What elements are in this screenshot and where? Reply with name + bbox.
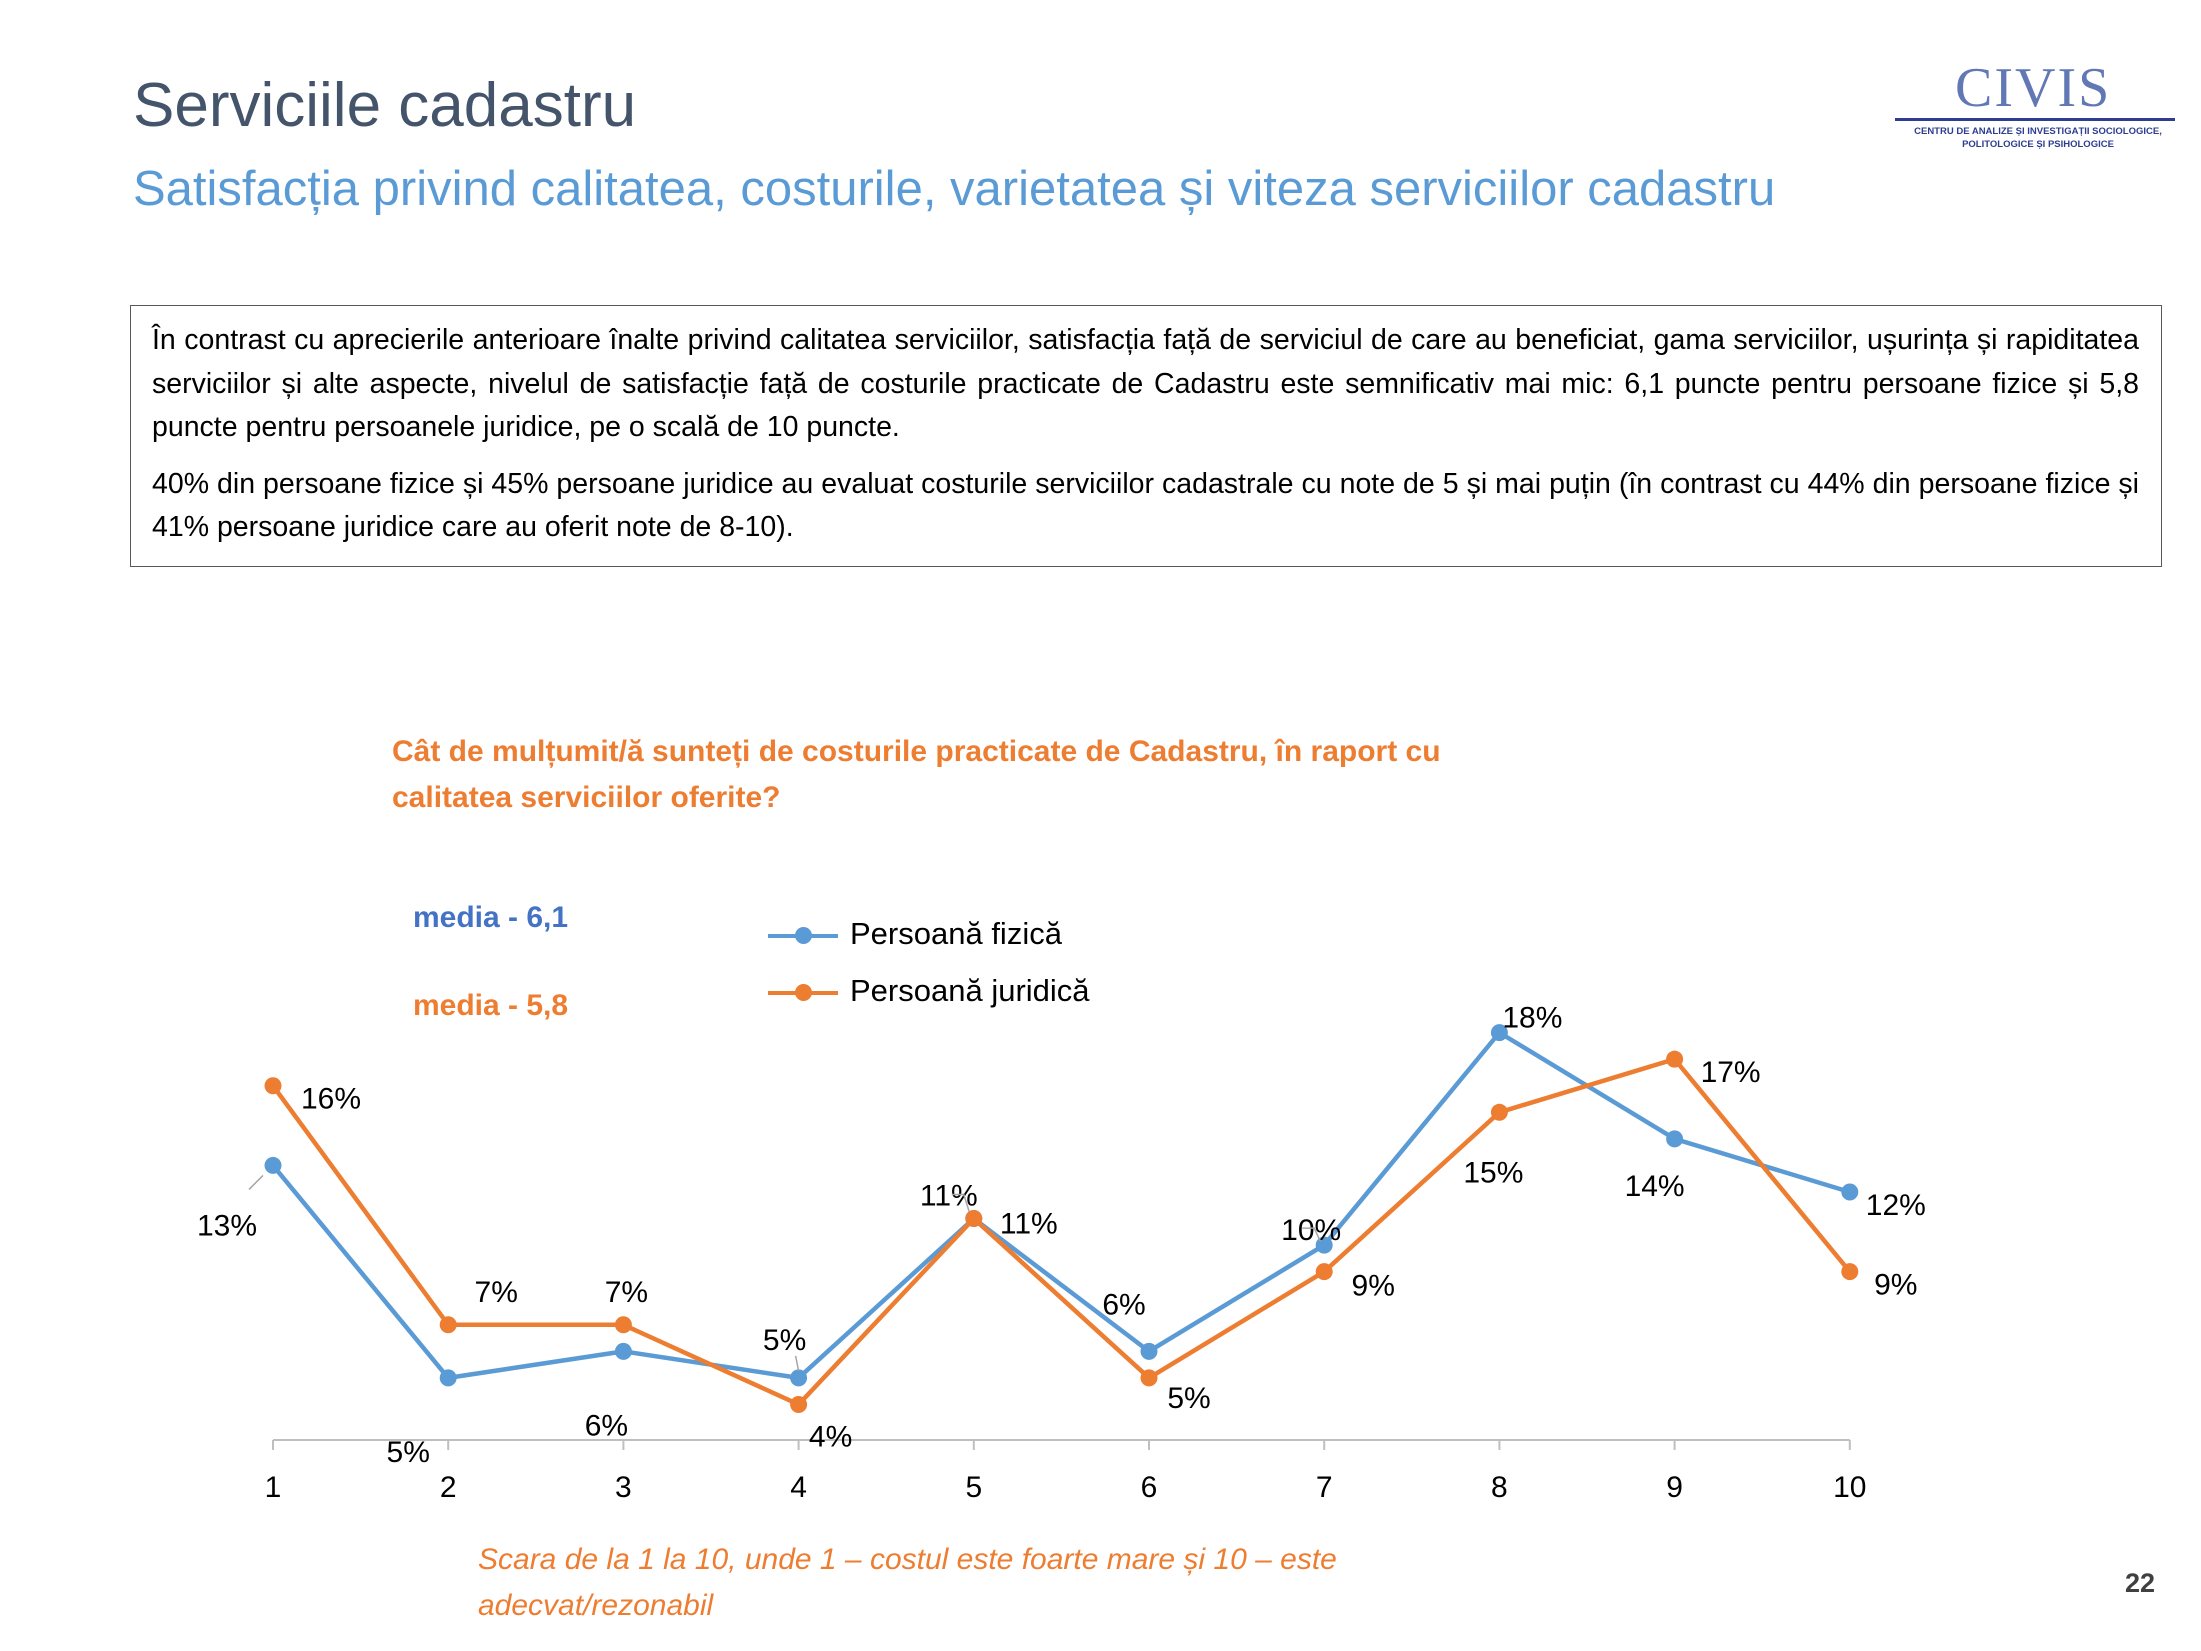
- data-point-juridica-2: [439, 1316, 457, 1334]
- data-point-juridica-9: [1666, 1050, 1684, 1068]
- summary-textbox: În contrast cu aprecierile anterioare în…: [130, 305, 2162, 567]
- data-point-fizica-6: [1140, 1342, 1158, 1360]
- data-label-fizica-6: 6%: [1102, 1288, 1145, 1321]
- chart-question: Cât de mulțumit/ă sunteți de costurile p…: [392, 735, 1441, 814]
- x-tick-label-4: 4: [790, 1471, 807, 1504]
- summary-paragraph-1: În contrast cu aprecierile anterioare în…: [152, 324, 2139, 444]
- series-line-juridica: [271, 1056, 1852, 1407]
- data-label-juridica-6: 5%: [1167, 1382, 1210, 1415]
- legend-marker-juridica: [795, 984, 812, 1001]
- data-label-fizica-9: 14%: [1625, 1170, 1685, 1203]
- x-tick-label-10: 10: [1833, 1471, 1866, 1504]
- x-tick-label-3: 3: [615, 1471, 632, 1504]
- data-label-fizica-2: 5%: [387, 1436, 430, 1469]
- data-label-juridica-5: 11%: [1000, 1208, 1058, 1241]
- legend-label-juridica: Persoană juridică: [850, 973, 1090, 1008]
- page-number: 22: [2125, 1568, 2156, 1598]
- data-label-fizica-8: 18%: [1502, 1002, 1562, 1035]
- logo-tagline-line1: CENTRU DE ANALIZE ȘI INVESTIGAȚII SOCIOL…: [1914, 126, 2162, 137]
- summary-paragraph-2: 40% din persoane fizice și 45% persoane …: [152, 467, 2139, 544]
- data-label-juridica-10: 9%: [1874, 1269, 1917, 1302]
- slide-title: Serviciile cadastru: [133, 71, 637, 140]
- data-point-juridica-1: [264, 1077, 282, 1095]
- data-point-fizica-10: [1841, 1183, 1859, 1201]
- data-point-juridica-10: [1841, 1263, 1859, 1281]
- data-point-fizica-3: [614, 1342, 632, 1360]
- scale-footnote: Scara de la 1 la 10, unde 1 – costul est…: [478, 1543, 1337, 1622]
- x-tick-label-7: 7: [1316, 1471, 1333, 1504]
- data-point-fizica-1: [264, 1156, 282, 1174]
- data-label-juridica-7: 9%: [1352, 1270, 1395, 1303]
- label-leader-fizica-4: [794, 1355, 800, 1372]
- label-leader-fizica-1: [248, 1174, 264, 1190]
- logo-tagline: CENTRU DE ANALIZE ȘI INVESTIGAȚII SOCIOL…: [1903, 126, 2173, 152]
- data-label-juridica-4: 4%: [809, 1420, 852, 1453]
- data-point-juridica-8: [1490, 1103, 1508, 1121]
- data-label-fizica-5: 11%: [920, 1180, 978, 1213]
- data-label-fizica-1: 13%: [197, 1209, 257, 1242]
- data-label-fizica-3: 6%: [585, 1409, 628, 1442]
- legend-marker-fizica: [795, 927, 812, 944]
- data-label-juridica-8: 15%: [1463, 1156, 1523, 1189]
- logo-rule: [1895, 118, 2175, 121]
- data-point-fizica-9: [1666, 1130, 1684, 1148]
- legend-label-fizica: Persoană fizică: [850, 916, 1062, 951]
- logo-tagline-line2: POLITOLOGICE ȘI PSIHOLOGICE: [1962, 138, 2114, 150]
- data-point-fizica-8: [1490, 1024, 1508, 1042]
- data-label-fizica-4: 5%: [763, 1324, 806, 1357]
- data-label-juridica-3: 7%: [605, 1276, 648, 1309]
- data-label-juridica-1: 16%: [301, 1083, 361, 1116]
- data-label-fizica-7: 10%: [1281, 1214, 1341, 1247]
- logo-wordmark: CIVIS: [1955, 57, 2112, 119]
- data-label-juridica-9: 17%: [1701, 1056, 1761, 1089]
- x-tick-label-2: 2: [440, 1471, 457, 1504]
- x-tick-label-9: 9: [1666, 1471, 1683, 1504]
- x-tick-label-1: 1: [265, 1471, 282, 1504]
- data-point-fizica-4: [790, 1369, 808, 1387]
- data-point-fizica-2: [439, 1369, 457, 1387]
- media-fizica-label: media - 6,1: [413, 901, 569, 934]
- label-leader-fizica-7: [1302, 1227, 1321, 1242]
- data-point-juridica-7: [1315, 1263, 1333, 1281]
- x-tick-label-5: 5: [965, 1471, 982, 1504]
- data-label-fizica-10: 12%: [1866, 1189, 1926, 1222]
- data-point-juridica-5: [965, 1210, 983, 1228]
- media-juridica-label: media - 5,8: [413, 989, 569, 1022]
- data-label-juridica-2: 7%: [475, 1276, 518, 1309]
- x-tick-label-6: 6: [1141, 1471, 1158, 1504]
- data-point-juridica-3: [614, 1316, 632, 1334]
- label-leader-fizica-5: [951, 1193, 971, 1214]
- data-point-juridica-6: [1140, 1369, 1158, 1387]
- data-point-juridica-4: [790, 1395, 808, 1413]
- x-tick-label-8: 8: [1491, 1471, 1508, 1504]
- slide-subtitle: Satisfacția privind calitatea, costurile…: [133, 162, 1776, 216]
- civis-logo: CIVIS CENTRU DE ANALIZE ȘI INVESTIGAȚII …: [1895, 60, 2175, 160]
